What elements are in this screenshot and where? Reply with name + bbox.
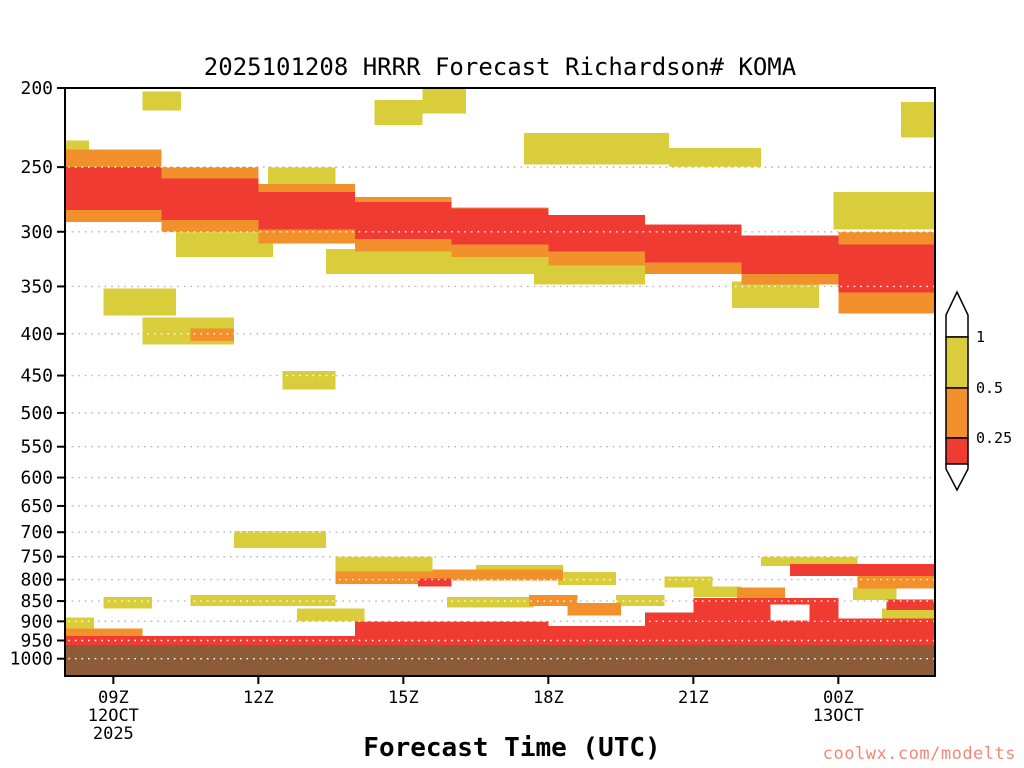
ri-cell-r (741, 235, 839, 275)
y-tick-label: 550 (20, 437, 53, 458)
ri-cell-y (901, 101, 935, 138)
y-tick-label: 850 (20, 591, 53, 612)
ri-cell-r (161, 178, 259, 220)
ri-cell-y (761, 556, 858, 567)
x-tick-label: 18Z (533, 688, 564, 708)
ri-cell-y (142, 91, 181, 111)
ri-cell-y (335, 556, 433, 572)
ri-cell-r (548, 626, 694, 647)
ri-cell-y (881, 608, 935, 620)
ri-cell-w (770, 604, 810, 621)
ri-cell-r (693, 598, 839, 645)
ri-cell-o (736, 587, 786, 600)
colorbar: 1 0.5 0.25 (945, 290, 1012, 492)
ri-cell-o (190, 328, 235, 341)
ri-cell-y (176, 229, 273, 257)
ri-cell-y (103, 596, 152, 609)
ri-cell-y (669, 148, 761, 168)
heatmap-cells (65, 88, 935, 676)
ri-cell-r (451, 208, 549, 245)
ri-cell-r (645, 224, 742, 263)
ri-cell-o (335, 571, 433, 584)
colorbar-segment-yellow (945, 336, 969, 389)
ri-cell-o (857, 575, 935, 589)
x-axis-title: Forecast Time (UTC) (363, 733, 661, 763)
ri-cell-y (422, 88, 467, 114)
ri-cell-r (355, 621, 549, 637)
y-tick-label: 500 (20, 403, 53, 424)
x-tick-sublabel: 2025 (93, 724, 134, 744)
ri-cell-y (446, 596, 534, 608)
ri-cell-r (417, 578, 452, 587)
y-tick-label: 800 (20, 570, 53, 591)
ri-cell-y (190, 595, 336, 607)
y-tick-label: 600 (20, 468, 53, 489)
ri-cell-r (645, 612, 708, 628)
x-tick-label: 09Z (98, 688, 129, 708)
ri-cell-y (65, 617, 94, 632)
colorbar-arrow-top (945, 290, 969, 338)
ri-cell-o (65, 628, 143, 640)
x-tick-sublabel: 12OCT (88, 706, 139, 726)
ri-cell-o (432, 569, 563, 581)
y-tick-label: 350 (20, 276, 53, 297)
x-tick-label: 00Z (823, 688, 854, 708)
ri-cell-y (833, 191, 935, 230)
ri-cell-r (838, 618, 935, 647)
ri-cell-r (355, 202, 452, 239)
ri-cell-b (65, 644, 935, 676)
plot-frame (64, 87, 936, 677)
ri-cell-y (103, 288, 177, 316)
ri-cell-y (297, 608, 365, 622)
ri-cell-y (616, 595, 665, 607)
y-tick-label: 200 (20, 78, 53, 99)
y-tick-label: 400 (20, 324, 53, 345)
ri-cell-r (65, 167, 162, 210)
ri-cell-y (852, 587, 897, 601)
y-tick-label: 250 (20, 157, 53, 178)
colorbar-arrow-bottom (945, 463, 969, 492)
y-tick-label: 700 (20, 522, 53, 543)
x-tick-label: 21Z (678, 688, 709, 708)
ri-cell-y (693, 586, 742, 597)
ri-cell-y (374, 100, 423, 126)
ri-cell-r (548, 214, 645, 252)
y-tick-label: 450 (20, 366, 53, 387)
ri-cell-r (258, 191, 355, 230)
ri-cell-y (475, 565, 563, 572)
ri-cell-y (282, 370, 336, 390)
y-tick-label: 1000 (10, 649, 53, 670)
ri-cell-o (529, 595, 578, 607)
y-tick-label: 950 (20, 631, 53, 652)
x-tick-sublabel: 13OCT (813, 706, 864, 726)
watermark-link[interactable]: coolwx.com/modelts (822, 744, 1016, 764)
colorbar-label: 0.25 (976, 429, 1012, 447)
colorbar-segment-red (945, 437, 969, 465)
colorbar-label: 1 (976, 328, 985, 346)
chart-title: 2025101208 HRRR Forecast Richardson# KOM… (203, 53, 797, 81)
ri-cell-r (790, 564, 935, 577)
y-tick-label: 750 (20, 547, 53, 568)
ri-cell-y (234, 531, 326, 549)
x-tick-label: 15Z (388, 688, 419, 708)
x-tick-label: 12Z (243, 688, 274, 708)
ri-cell-r (65, 636, 935, 647)
colorbar-segment-orange (945, 387, 969, 439)
ri-cell-y (664, 576, 713, 588)
y-tick-label: 300 (20, 222, 53, 243)
y-tick-label: 900 (20, 611, 53, 632)
ri-cell-r (886, 599, 935, 611)
ri-cell-y (732, 281, 819, 309)
ri-cell-y (524, 132, 670, 165)
y-tick-label: 650 (20, 496, 53, 517)
colorbar-label: 0.5 (976, 379, 1003, 397)
ri-cell-r (838, 244, 935, 293)
ri-cell-y (558, 571, 616, 585)
ri-cell-o (567, 603, 621, 616)
